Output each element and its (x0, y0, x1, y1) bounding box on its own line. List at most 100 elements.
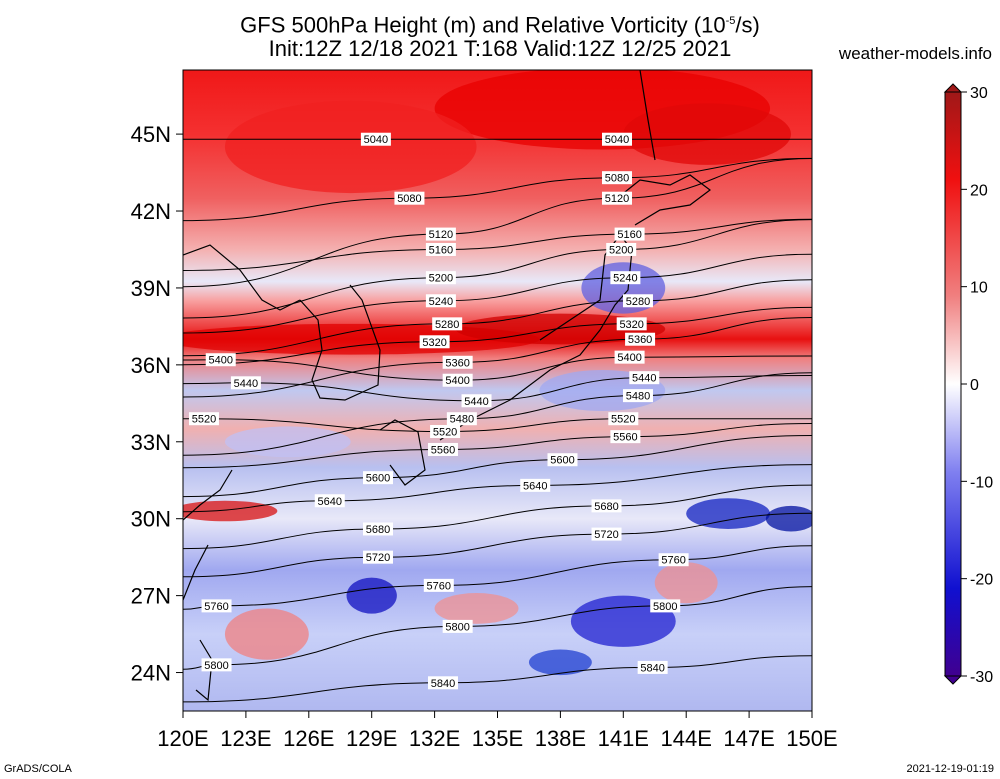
coastline-taiwan (195, 639, 213, 702)
contour-label: 5040 (364, 134, 388, 146)
contour-label-bg (610, 430, 641, 444)
vorticity-blob (686, 498, 771, 529)
contour-label: 5680 (594, 501, 618, 513)
contour-label-bg (201, 658, 232, 672)
colorbar: 30 20 10 0 -10 -20 -30 (943, 83, 993, 686)
vorticity-blob (765, 505, 812, 532)
coastline-hokkaido (614, 174, 711, 226)
contour-label: 5360 (445, 357, 469, 369)
contour-label-bg (591, 527, 622, 541)
contour-label: 5400 (617, 352, 641, 364)
contour-label-bg (622, 389, 653, 403)
colorbar-tick-label: 0 (970, 377, 979, 394)
contour-label-bg (637, 660, 668, 674)
contour-label: 5160 (617, 229, 641, 241)
contour-label: 5400 (208, 355, 232, 367)
contour-label: 5400 (445, 375, 469, 387)
height-contour-5680 (183, 484, 812, 550)
contour-label: 5760 (661, 555, 685, 567)
height-contour-5320 (183, 306, 812, 366)
contour-label-bg (622, 294, 653, 308)
contour-label: 5560 (613, 432, 637, 444)
contour-label-bg (629, 371, 660, 385)
height-contour-5720 (183, 512, 812, 578)
contour-label: 5560 (431, 444, 455, 456)
x-tick-label: 144E (661, 726, 712, 751)
contour-label: 5840 (431, 678, 455, 690)
contour-label: 5200 (609, 244, 633, 256)
contour-label-bg (442, 619, 473, 633)
x-tick-label: 141E (598, 726, 649, 751)
contour-label: 5640 (318, 496, 342, 508)
coastline-china-coast (183, 244, 301, 601)
contour-label: 5800 (445, 621, 469, 633)
contour-label: 5280 (435, 319, 459, 331)
contour-label: 5760 (204, 601, 228, 613)
colorbar-tick-label: -10 (970, 474, 993, 491)
contour-label: 5200 (429, 273, 453, 285)
y-tick-label: 30N (131, 507, 171, 532)
height-contour-5360 (183, 317, 812, 398)
colorbar-bar (944, 91, 962, 677)
contour-label-bg (606, 242, 637, 256)
x-tick-label: 150E (786, 726, 837, 751)
contour-label-bg (230, 376, 261, 390)
contour-label: 5720 (594, 529, 618, 541)
contour-label: 5440 (464, 396, 488, 408)
vorticity-blob (346, 577, 397, 614)
contour-label-bg (602, 132, 633, 146)
contour-label: 5360 (628, 334, 652, 346)
height-contour-5200 (183, 219, 812, 319)
contour-label: 5120 (429, 229, 453, 241)
contour-label: 5320 (619, 319, 643, 331)
colorbar-tick-label: 10 (970, 280, 988, 297)
contour-label: 5480 (626, 391, 650, 403)
contour-label-bg (602, 171, 633, 185)
contour-label: 5520 (192, 414, 216, 426)
vorticity-blob (224, 608, 309, 660)
colorbar-tick-label: 20 (970, 182, 988, 199)
x-tick-label: 147E (723, 726, 774, 751)
height-contour-5120 (183, 158, 812, 288)
contour-label: 5120 (605, 193, 629, 205)
contour-label: 5240 (429, 296, 453, 308)
colorbar-top-arrow (943, 83, 963, 93)
x-tick-label: 129E (346, 726, 397, 751)
contour-label-bg (425, 242, 456, 256)
map-title-line1: GFS 500hPa Height (m) and Relative Vorti… (240, 12, 760, 38)
y-tick-label: 27N (131, 584, 171, 609)
contour-label-bg (425, 271, 456, 285)
coastline-korea (299, 284, 381, 401)
vorticity-blob (224, 426, 351, 458)
map-title-line2: Init:12Z 12/18 2021 T:168 Valid:12Z 12/2… (268, 36, 732, 61)
vorticity-blob (528, 649, 592, 676)
contour-label-bg (614, 350, 645, 364)
contour-label-bg (625, 332, 656, 346)
y-tick-label: 24N (131, 661, 171, 686)
vorticity-blob (224, 100, 477, 194)
contour-label: 5440 (234, 378, 258, 390)
footer-timestamp: 2021-12-19-01:19 (906, 763, 994, 775)
y-tick-label: 45N (131, 122, 171, 147)
contour-label-bg (430, 425, 461, 439)
contour-label-bg (394, 191, 425, 205)
height-contour-5080 (183, 157, 812, 222)
contour-label-bg (362, 471, 393, 485)
contour-label-bg (442, 355, 473, 369)
contour-label-bg (360, 132, 391, 146)
contour-label: 5040 (605, 134, 629, 146)
contour-label: 5600 (366, 473, 390, 485)
contour-label: 5640 (523, 480, 547, 492)
contour-label-bg (616, 317, 647, 331)
contour-label: 5520 (433, 427, 457, 439)
height-contour-5600 (183, 435, 812, 498)
contour-label: 5080 (605, 173, 629, 185)
height-contour-5560 (183, 423, 812, 469)
vorticity-blob (183, 500, 278, 522)
contour-label-bg (188, 412, 219, 426)
contour-label: 5160 (429, 244, 453, 256)
contour-label-bg (614, 227, 645, 241)
contour-label-bg (547, 453, 578, 467)
x-axis: 120E 123E 126E 129E 132E 135E 138E 141E 144E 147E… (157, 711, 838, 751)
